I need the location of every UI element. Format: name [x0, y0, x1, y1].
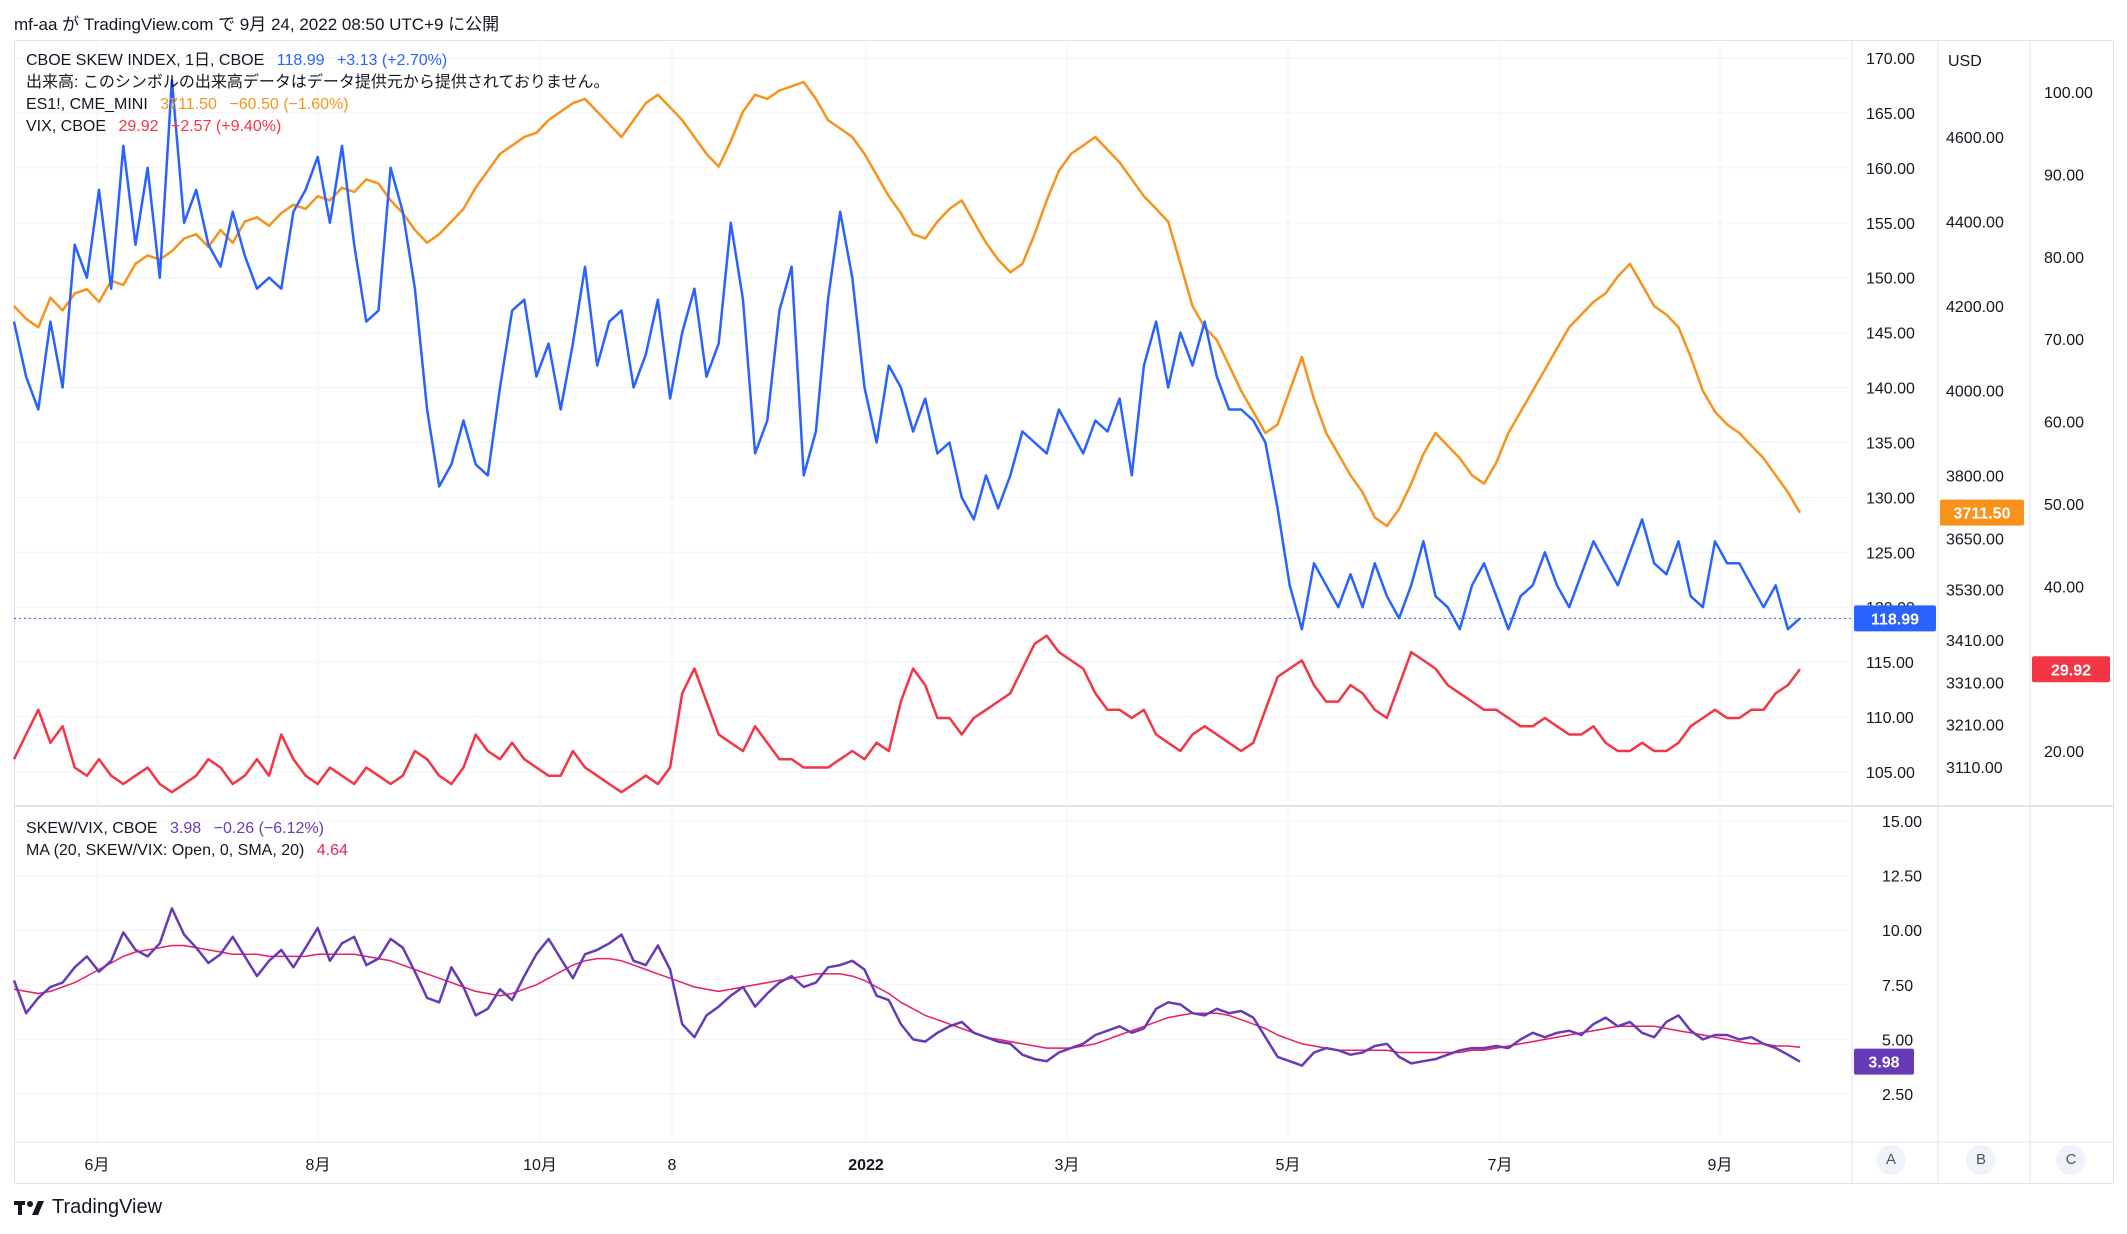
ma-series-line[interactable]: [13, 944, 1801, 1054]
skew-tick-label: 110.00: [1866, 710, 1914, 727]
skew-tick-label: 145.00: [1866, 326, 1915, 343]
usd-label: USD: [1948, 53, 1982, 70]
vix-tick-label: 80.00: [2044, 250, 2084, 267]
x-tick-label: 7月: [1488, 1157, 1513, 1174]
legend-top: CBOE SKEW INDEX, 1日, CBOE 118.99 +3.13 (…: [26, 50, 609, 138]
ratio-last-badge-bg: [1854, 1048, 1914, 1075]
x-tick-label: 9月: [1708, 1157, 1733, 1174]
ratio-tick-label: 2.50: [1882, 1087, 1913, 1104]
es-last-badge-bg: [1940, 499, 2024, 526]
es-series-line[interactable]: [13, 80, 1802, 528]
legend-es-change: −60.50 (−1.60%): [229, 96, 349, 113]
vix-tick-label: 60.00: [2044, 415, 2084, 432]
vix-tick-label: 20.00: [2044, 744, 2084, 761]
ratio-last-badge: 3.98: [1868, 1055, 1899, 1072]
ratio-tick-label: 15.00: [1882, 814, 1922, 831]
legend-ma-name: MA (20, SKEW/VIX: Open, 0, SMA, 20): [26, 842, 305, 859]
x-tick-label: 3月: [1055, 1157, 1080, 1174]
legend-volume-note: 出来高: このシンボルの出来高データはデータ提供元から提供されておりません。: [26, 74, 610, 91]
es-tick-label: 4600.00: [1946, 130, 2004, 147]
vix-last-badge: 29.92: [2051, 662, 2091, 679]
ratio-tick-label: 10.00: [1882, 923, 1922, 940]
skew-tick-label: 115.00: [1866, 655, 1914, 672]
legend-skew-value: 118.99: [276, 52, 325, 69]
legend-skew-row[interactable]: CBOE SKEW INDEX, 1日, CBOE 118.99 +3.13 (…: [26, 50, 609, 72]
vix-last-badge-bg: [2032, 656, 2110, 683]
skew-tick-label: 105.00: [1866, 765, 1915, 782]
x-tick-label: 5月: [1276, 1157, 1301, 1174]
es-tick-label: 3310.00: [1946, 675, 2004, 692]
es-tick-label: 3410.00: [1946, 633, 2004, 650]
skew-tick-label: 165.00: [1866, 106, 1915, 123]
es-tick-label: 3210.00: [1946, 718, 2004, 735]
es-tick-label: 3110.00: [1946, 760, 2003, 777]
tradingview-logo-icon: [14, 1200, 44, 1215]
vix-tick-label: 100.00: [2044, 85, 2093, 102]
footer: TradingView: [14, 1196, 162, 1219]
legend-ratio-change: −0.26 (−6.12%): [213, 820, 324, 837]
vix-tick-label: 90.00: [2044, 167, 2084, 184]
skew-tick-label: 160.00: [1866, 161, 1915, 178]
es-tick-label: 3800.00: [1946, 468, 2004, 485]
scale-button-a[interactable]: A: [1876, 1145, 1906, 1175]
ratio-tick-label: 12.50: [1882, 869, 1922, 886]
legend-vix-change: +2.57 (+9.40%): [170, 118, 282, 135]
ratio-tick-label: 7.50: [1882, 978, 1913, 995]
es-tick-label: 4400.00: [1946, 215, 2004, 232]
x-tick-label: 8月: [306, 1157, 331, 1174]
x-tick-label: 6月: [85, 1157, 110, 1174]
legend-es-value: 3711.50: [160, 96, 217, 113]
legend-es-name: ES1!, CME_MINI: [26, 96, 148, 113]
skew-tick-label: 135.00: [1866, 435, 1915, 452]
legend-ratio-row[interactable]: SKEW/VIX, CBOE 3.98 −0.26 (−6.12%): [26, 818, 356, 840]
vix-tick-label: 50.00: [2044, 497, 2084, 514]
skew-tick-label: 150.00: [1866, 271, 1915, 288]
legend-es-row[interactable]: ES1!, CME_MINI 3711.50 −60.50 (−1.60%): [26, 94, 609, 116]
legend-skew-change: +3.13 (+2.70%): [336, 52, 448, 69]
legend-ma-row[interactable]: MA (20, SKEW/VIX: Open, 0, SMA, 20) 4.64: [26, 840, 356, 862]
chart-frame[interactable]: [14, 40, 2114, 1184]
es-tick-label: 4200.00: [1946, 299, 2004, 316]
legend-vix-value: 29.92: [118, 118, 159, 135]
legend-bottom: SKEW/VIX, CBOE 3.98 −0.26 (−6.12%) MA (2…: [26, 818, 356, 862]
skew-series-line[interactable]: [12, 78, 1801, 631]
skew-last-badge: 118.99: [1871, 611, 1919, 628]
legend-skew-name: CBOE SKEW INDEX, 1日, CBOE: [26, 52, 265, 69]
ratio-tick-label: 5.00: [1882, 1032, 1913, 1049]
x-tick-label: 10月: [523, 1157, 557, 1174]
skew-last-badge-bg: [1854, 605, 1936, 632]
vix-series-line[interactable]: [12, 634, 1801, 794]
skew-tick-label: 130.00: [1866, 490, 1915, 507]
es-tick-label: 4000.00: [1946, 384, 2004, 401]
footer-brand: TradingView: [52, 1196, 163, 1218]
legend-ratio-name: SKEW/VIX, CBOE: [26, 820, 158, 837]
es-tick-label: 3530.00: [1946, 582, 2004, 599]
skew-tick-label: 155.00: [1866, 216, 1915, 233]
legend-ma-value: 4.64: [316, 842, 348, 859]
x-tick-label: 8: [668, 1157, 677, 1174]
ratio-series-line[interactable]: [12, 907, 1801, 1067]
scale-button-b[interactable]: B: [1966, 1145, 1996, 1175]
skew-tick-label: 140.00: [1866, 381, 1915, 398]
scale-button-c[interactable]: C: [2056, 1145, 2086, 1175]
legend-vix-row[interactable]: VIX, CBOE 29.92 +2.57 (+9.40%): [26, 116, 609, 138]
publish-header: mf-aa が TradingView.com で 9月 24, 2022 08…: [14, 15, 500, 34]
es-tick-label: 3650.00: [1946, 532, 2004, 549]
legend-ratio-value: 3.98: [170, 820, 202, 837]
x-tick-label: 2022: [848, 1157, 884, 1174]
skew-tick-label: 170.00: [1866, 51, 1915, 68]
vix-tick-label: 70.00: [2044, 332, 2084, 349]
legend-vix-name: VIX, CBOE: [26, 118, 107, 135]
skew-tick-label: 125.00: [1866, 545, 1915, 562]
vix-tick-label: 40.00: [2044, 579, 2084, 596]
es-last-badge: 3711.50: [1954, 506, 2011, 523]
